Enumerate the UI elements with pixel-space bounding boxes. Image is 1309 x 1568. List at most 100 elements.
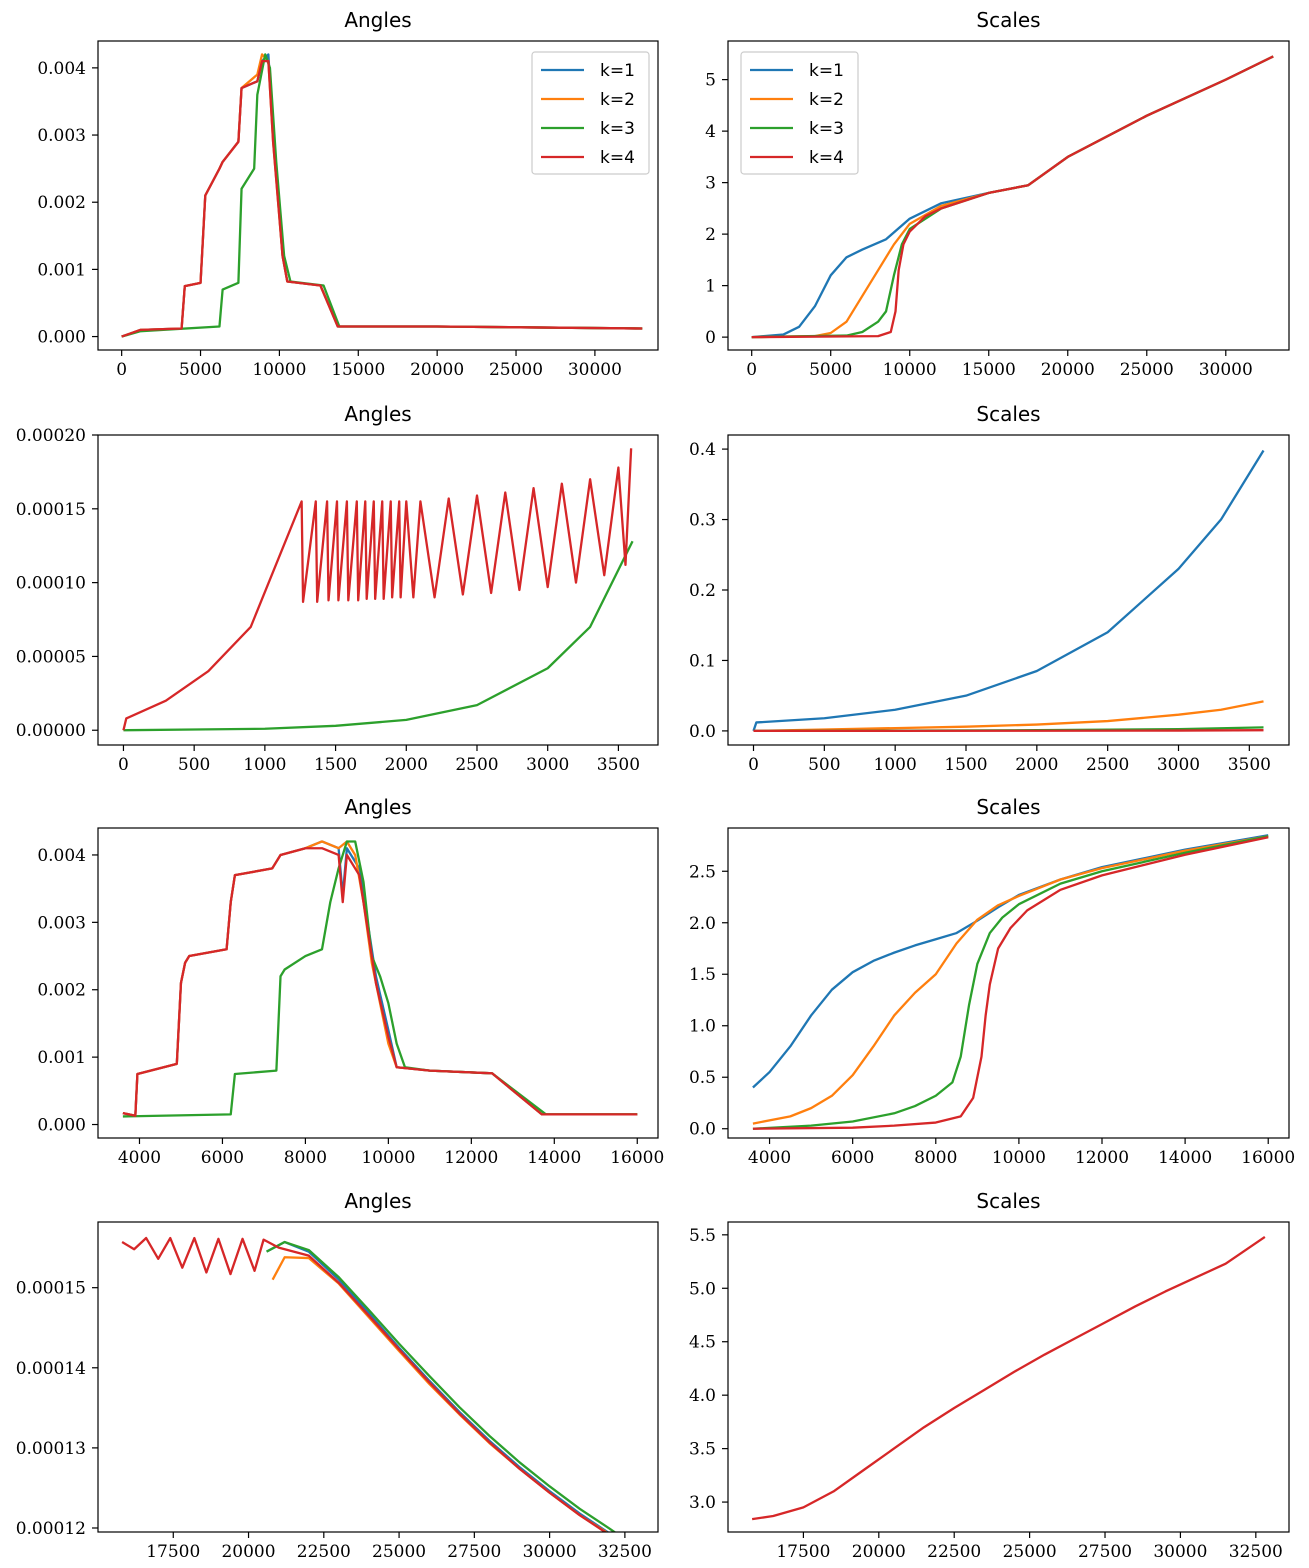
x-tick-label: 27500: [1078, 1542, 1132, 1562]
series-line-k2: [753, 700, 1264, 733]
y-tick-label: 0.003: [37, 126, 86, 146]
x-tick-label: 14000: [1158, 1148, 1212, 1168]
x-tick-label: 2500: [455, 755, 498, 775]
series-line-k4: [751, 1236, 1266, 1521]
y-tick-label: 3.0: [689, 1493, 716, 1513]
x-tick-label: 3000: [526, 755, 569, 775]
x-tick-label: 1000: [874, 755, 917, 775]
y-tick-label: 0: [705, 328, 716, 348]
series-line-k4: [121, 1236, 608, 1532]
y-tick-label: 0.00020: [16, 426, 86, 446]
plot-frame: [97, 827, 659, 1139]
x-tick-label: 0: [116, 360, 127, 380]
x-tick-label: 25000: [1003, 1542, 1057, 1562]
y-tick-label: 1: [705, 277, 716, 297]
series-line-k4: [753, 729, 1264, 733]
y-tick-label: 3.5: [689, 1440, 716, 1460]
legend: k=1 k=2 k=3 k=4: [531, 51, 650, 175]
legend-label: k=1: [809, 61, 844, 81]
chart-panel-7: Angles 17500 20000 22500 25000 27500 30000 3250…: [16, 1189, 659, 1562]
legend-label: k=2: [600, 90, 635, 110]
series-line-k1: [752, 834, 1269, 1089]
x-tick-label: 15000: [962, 360, 1016, 380]
series-line-k3: [121, 53, 643, 338]
plot-frame: [97, 40, 659, 351]
series-line-k4: [751, 55, 1274, 339]
legend-label: k=3: [600, 119, 635, 139]
y-tick-label: 0.00013: [16, 1439, 86, 1459]
legend-label: k=4: [600, 148, 635, 168]
y-tick-label: 2.5: [689, 862, 716, 882]
y-tick-label: 0.002: [37, 193, 86, 213]
chart-panel-1: Angles 0 5000 10000 15000 20000 25000 30000 0.00…: [37, 8, 659, 380]
y-tick-label: 0.003: [37, 913, 86, 933]
plot-frame: [97, 434, 659, 746]
x-tick-label: 10000: [252, 360, 306, 380]
y-tick-label: 0.00012: [16, 1519, 86, 1539]
legend-label: k=3: [809, 119, 844, 139]
x-tick-label: 30000: [568, 360, 622, 380]
x-tick-label: 3500: [597, 755, 640, 775]
y-tick-label: 2: [705, 225, 716, 245]
x-tick-label: 20000: [852, 1542, 906, 1562]
y-tick-label: 0.00005: [16, 647, 86, 667]
x-tick-label: 8000: [284, 1148, 327, 1168]
x-tick-label: 25000: [372, 1542, 426, 1562]
x-tick-label: 500: [808, 755, 840, 775]
chart-panel-2: Scales 0 5000 10000 15000 20000 25000 30000 0 1 2 3…: [705, 8, 1290, 380]
x-tick-label: 3500: [1228, 755, 1271, 775]
x-tick-label: 2500: [1086, 755, 1129, 775]
x-tick-label: 27500: [447, 1542, 501, 1562]
x-tick-label: 3000: [1157, 755, 1200, 775]
y-tick-label: 0.001: [37, 1048, 86, 1068]
y-tick-label: 1.0: [689, 1017, 716, 1037]
y-tick-label: 0.004: [37, 846, 86, 866]
x-tick-label: 4000: [748, 1148, 791, 1168]
x-tick-label: 1000: [243, 755, 286, 775]
x-tick-label: 15000: [331, 360, 385, 380]
x-tick-label: 22500: [297, 1542, 351, 1562]
y-tick-label: 3: [705, 174, 716, 194]
chart-title: Scales: [976, 402, 1040, 426]
legend-label: k=2: [809, 90, 844, 110]
series-line-k3: [122, 840, 638, 1118]
y-tick-label: 0.00010: [16, 574, 86, 594]
x-tick-label: 17500: [146, 1542, 200, 1562]
chart-title: Scales: [976, 795, 1040, 819]
x-tick-label: 12000: [1075, 1148, 1129, 1168]
y-tick-label: 4.0: [689, 1386, 716, 1406]
chart-title: Angles: [344, 795, 411, 819]
x-tick-label: 30000: [1153, 1542, 1207, 1562]
y-tick-label: 0.0: [689, 1120, 716, 1140]
x-tick-label: 1500: [944, 755, 987, 775]
x-tick-label: 10000: [883, 360, 937, 380]
y-tick-label: 0.00015: [16, 500, 86, 520]
y-tick-label: 0.3: [689, 511, 716, 531]
chart-title: Scales: [976, 8, 1040, 32]
x-tick-label: 20000: [221, 1542, 275, 1562]
series-line-2: [122, 448, 633, 731]
chart-panel-5: Angles 4000 6000 8000 10000 12000 14000 16000 0.…: [37, 795, 664, 1168]
y-tick-label: 0.000: [37, 1116, 86, 1136]
chart-title: Angles: [344, 8, 411, 32]
x-tick-label: 20000: [410, 360, 464, 380]
x-tick-label: 17500: [776, 1542, 830, 1562]
x-tick-label: 500: [178, 755, 210, 775]
series-line-1: [123, 540, 634, 732]
plot-frame: [727, 434, 1290, 746]
x-tick-label: 32500: [1229, 1542, 1283, 1562]
y-tick-label: 5: [705, 71, 716, 91]
series-line-k2: [752, 835, 1269, 1125]
x-tick-label: 0: [118, 755, 129, 775]
x-tick-label: 8000: [914, 1148, 957, 1168]
y-tick-label: 0.2: [689, 581, 716, 601]
x-tick-label: 30000: [1199, 360, 1253, 380]
chart-title: Scales: [976, 1189, 1040, 1213]
x-tick-label: 6000: [831, 1148, 874, 1168]
plot-frame: [97, 1221, 659, 1533]
series-line-k1: [752, 449, 1265, 732]
y-tick-label: 0.5: [689, 1068, 716, 1088]
legend-label: k=4: [809, 148, 844, 168]
y-tick-label: 5.5: [689, 1226, 716, 1246]
y-tick-label: 0.00014: [16, 1359, 86, 1379]
